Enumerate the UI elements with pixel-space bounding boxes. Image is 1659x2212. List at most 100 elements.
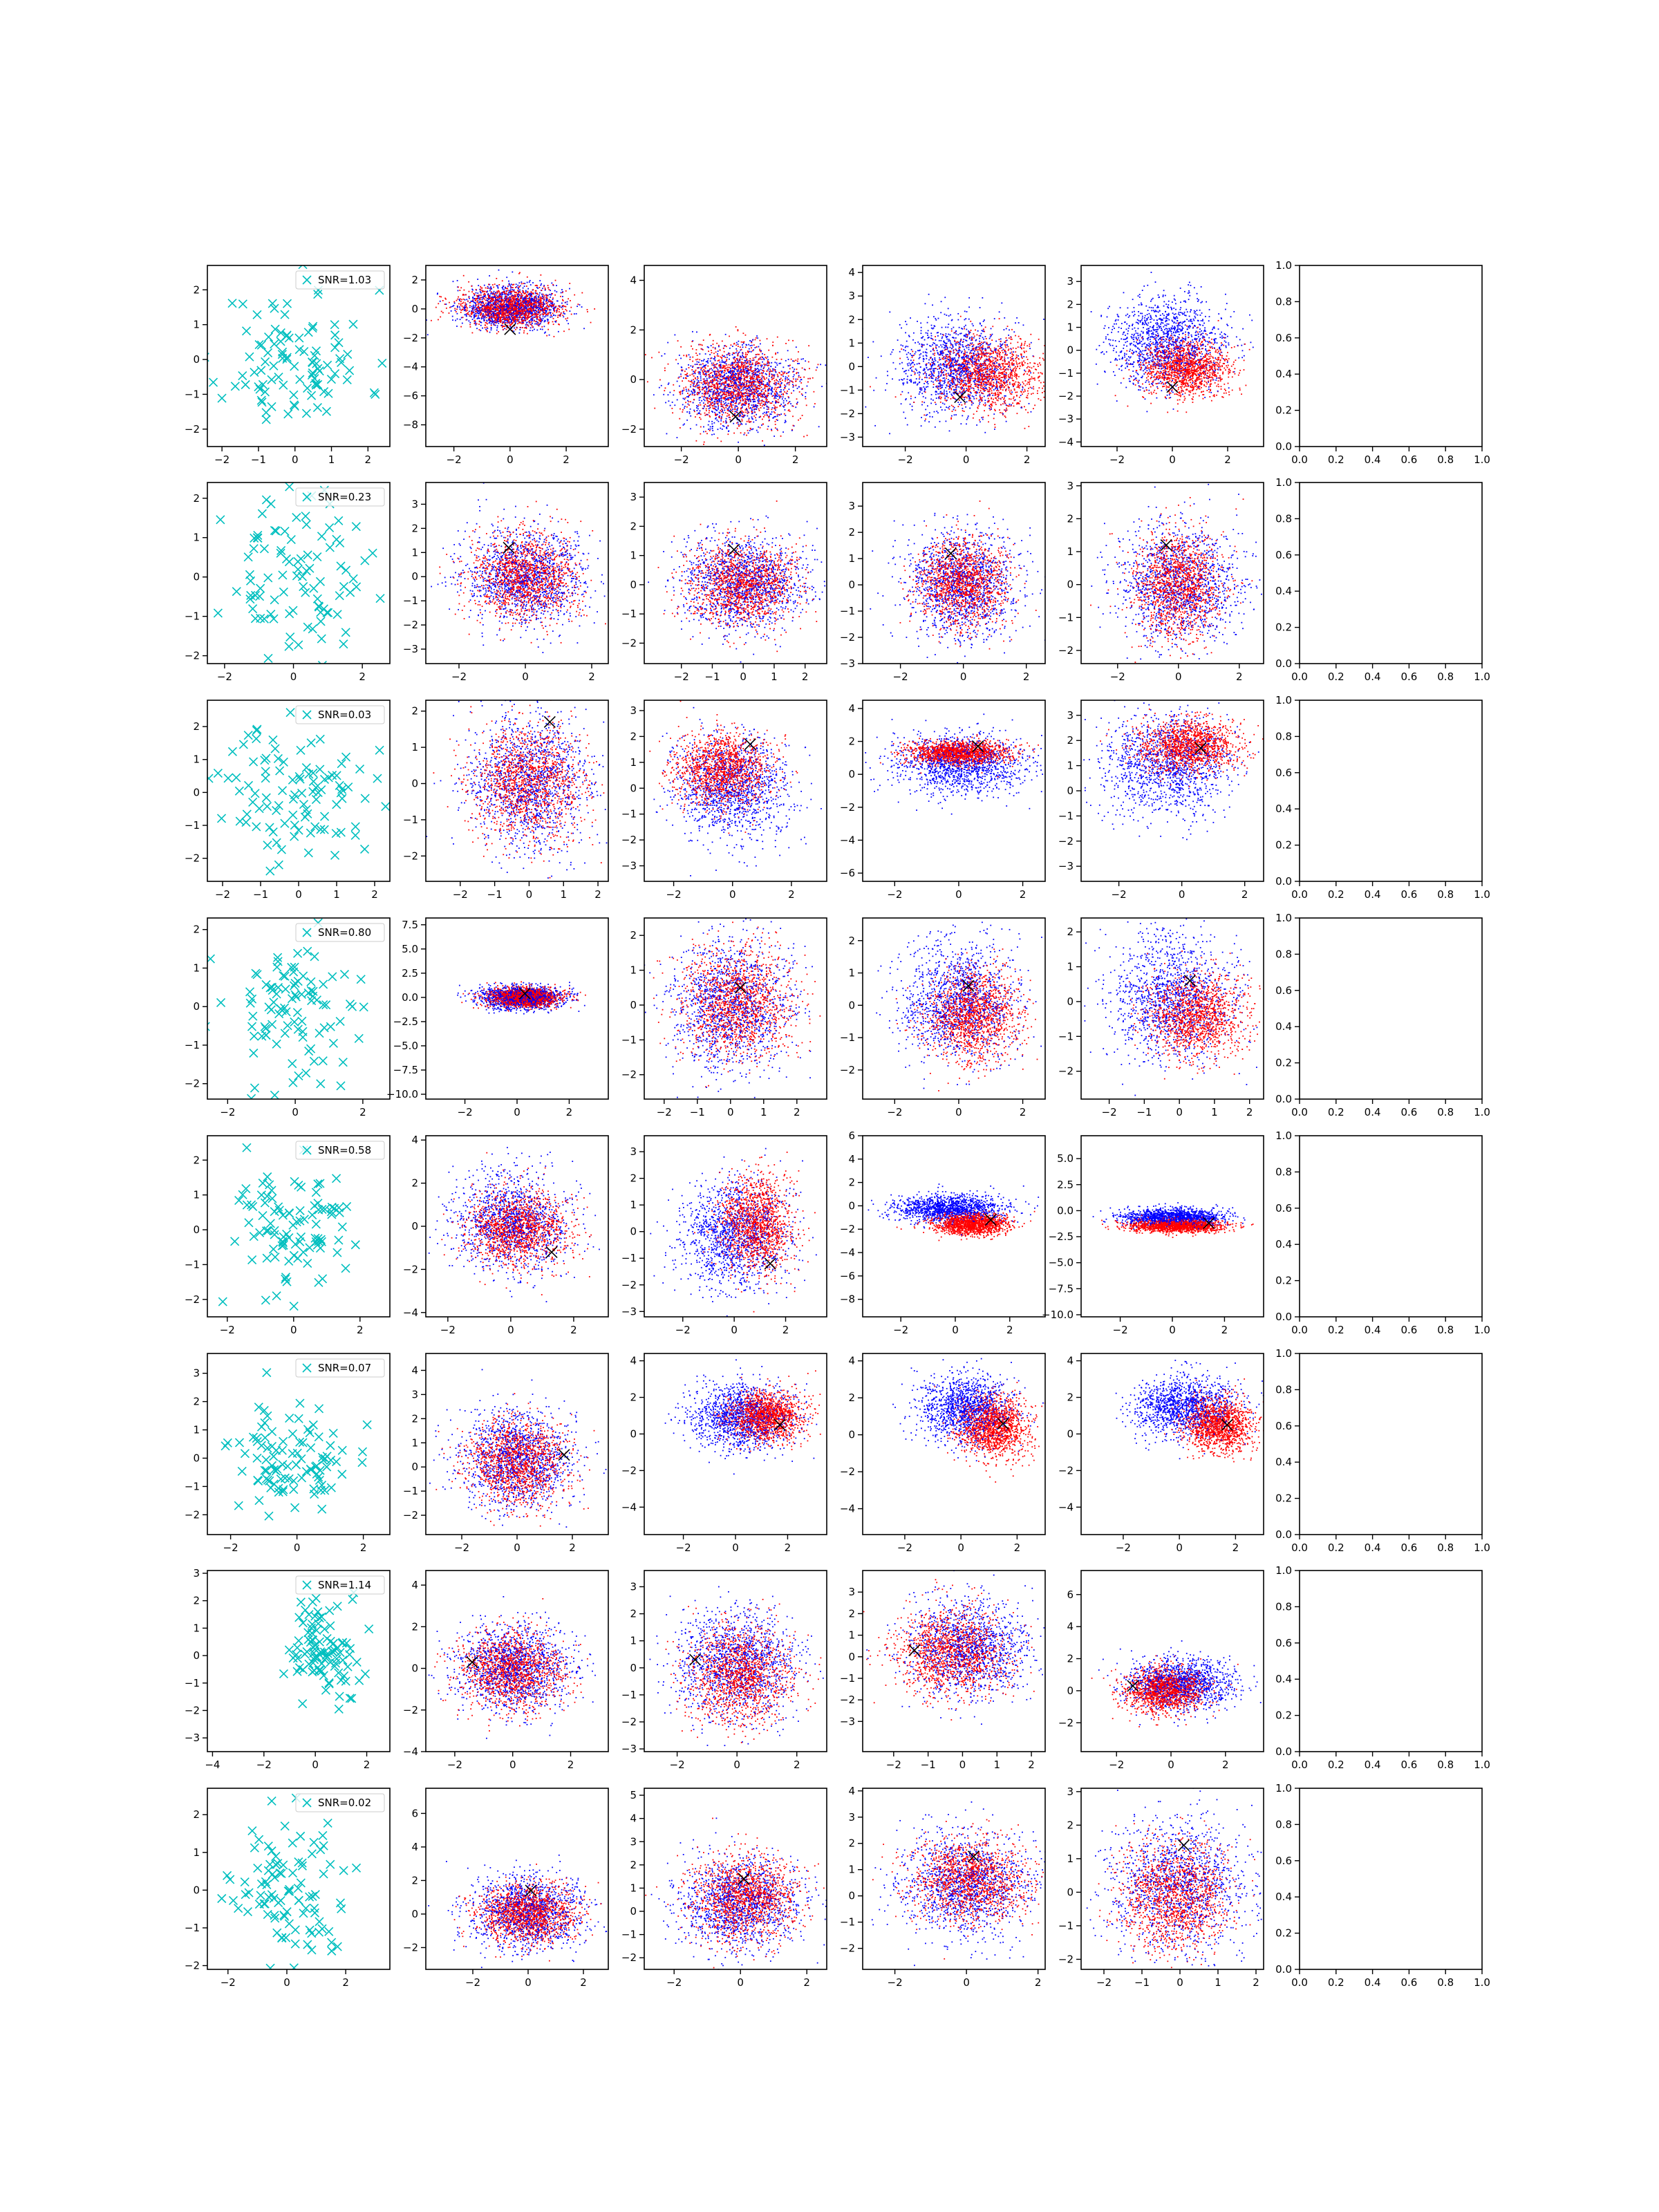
red-point	[719, 386, 720, 388]
red-point	[759, 395, 760, 396]
red-point	[739, 359, 740, 360]
red-point	[544, 312, 545, 314]
blue-point	[792, 367, 794, 368]
red-point	[749, 364, 751, 365]
red-point	[721, 383, 722, 384]
red-point	[694, 411, 695, 412]
red-point	[498, 312, 500, 314]
red-point	[747, 389, 748, 391]
blue-point	[465, 314, 466, 315]
red-point	[735, 389, 736, 391]
red-point	[724, 389, 726, 391]
red-point	[465, 294, 467, 295]
blue-point	[807, 386, 808, 387]
red-point	[769, 382, 770, 383]
blue-point	[697, 385, 698, 386]
blue-point	[489, 311, 491, 312]
red-point	[742, 396, 743, 397]
blue-point	[538, 302, 539, 303]
blue-point	[780, 404, 782, 405]
blue-point	[756, 368, 758, 370]
red-point	[738, 415, 740, 417]
red-point	[645, 354, 646, 355]
red-point	[762, 440, 763, 442]
blue-point	[714, 406, 715, 407]
red-point	[511, 324, 512, 325]
blue-point	[496, 327, 498, 328]
blue-point	[732, 368, 733, 369]
blue-point	[545, 315, 547, 317]
blue-point	[701, 400, 702, 402]
blue-point	[700, 379, 702, 381]
blue-point	[691, 365, 692, 366]
red-point	[748, 406, 749, 407]
blue-point	[518, 307, 519, 308]
red-point	[496, 291, 498, 292]
blue-point	[711, 345, 712, 346]
red-point	[768, 364, 769, 366]
blue-point	[491, 322, 493, 324]
blue-point	[690, 409, 691, 410]
red-point	[483, 306, 485, 307]
blue-point	[802, 395, 803, 396]
red-point	[570, 307, 572, 308]
red-point	[524, 310, 525, 312]
red-point	[549, 299, 550, 301]
blue-point	[489, 332, 491, 333]
blue-point	[549, 294, 550, 295]
red-point	[499, 307, 500, 308]
blue-point	[696, 410, 697, 411]
blue-point	[503, 306, 504, 307]
red-point	[485, 291, 486, 292]
red-point	[517, 319, 518, 320]
x-tick-label: 2	[563, 453, 570, 466]
blue-point	[719, 402, 720, 403]
red-point	[726, 376, 727, 377]
red-point	[446, 308, 447, 309]
red-point	[510, 297, 512, 298]
red-point	[721, 411, 722, 413]
blue-point	[719, 388, 720, 390]
blue-point	[503, 309, 505, 310]
red-point	[497, 306, 498, 307]
blue-point	[513, 312, 514, 313]
red-point	[718, 378, 720, 379]
blue-point	[733, 402, 734, 403]
blue-point	[495, 321, 496, 323]
red-point	[689, 359, 691, 360]
red-point	[751, 411, 753, 413]
red-point	[742, 359, 743, 360]
red-point	[705, 371, 706, 373]
blue-point	[712, 430, 713, 431]
red-point	[513, 284, 514, 285]
blue-point	[476, 328, 478, 329]
red-point	[729, 384, 730, 385]
red-point	[556, 310, 558, 312]
blue-point	[668, 394, 669, 395]
red-point	[789, 382, 790, 384]
red-point	[536, 315, 538, 317]
red-point	[474, 321, 475, 322]
red-point	[680, 391, 682, 393]
red-point	[697, 359, 698, 360]
blue-point	[536, 307, 537, 308]
red-point	[799, 391, 800, 393]
red-point	[700, 427, 702, 428]
red-point	[539, 298, 541, 299]
red-point	[527, 291, 529, 292]
red-point	[782, 379, 783, 381]
blue-point	[530, 293, 532, 294]
red-point	[497, 297, 498, 299]
blue-point	[527, 288, 529, 290]
blue-point	[739, 414, 740, 415]
blue-point	[472, 319, 474, 320]
red-point	[557, 308, 559, 309]
red-point	[497, 308, 498, 310]
red-point	[494, 321, 495, 323]
red-point	[755, 372, 756, 373]
blue-point	[490, 302, 491, 303]
blue-point	[770, 366, 771, 367]
red-point	[502, 312, 503, 313]
red-point	[518, 287, 520, 288]
blue-point	[785, 376, 787, 377]
